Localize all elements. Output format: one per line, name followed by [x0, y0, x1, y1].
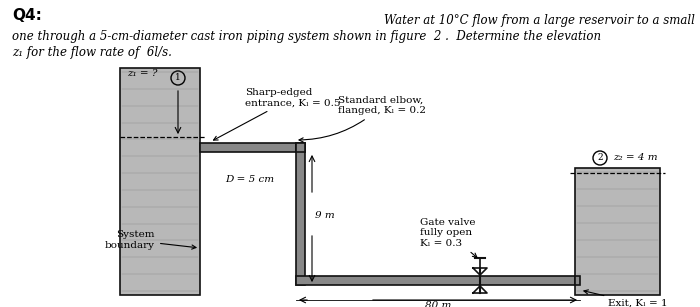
Text: D = 5 cm: D = 5 cm	[225, 176, 274, 185]
Bar	[296, 276, 580, 285]
Text: one through a 5-cm-diameter cast iron piping system shown in figure  2 .  Determ: one through a 5-cm-diameter cast iron pi…	[12, 30, 601, 43]
Text: 80 m: 80 m	[425, 301, 452, 307]
Text: z₂ = 4 m: z₂ = 4 m	[613, 153, 657, 161]
Text: 2: 2	[597, 154, 603, 162]
Text: Water at 10°C flow from a large reservoir to a small: Water at 10°C flow from a large reservoi…	[384, 14, 695, 27]
Text: 9 m: 9 m	[315, 211, 335, 220]
Text: Standard elbow,
flanged, Kₗ = 0.2: Standard elbow, flanged, Kₗ = 0.2	[299, 96, 426, 142]
Bar	[575, 276, 580, 285]
Text: Exit, Kₗ = 1: Exit, Kₗ = 1	[584, 290, 668, 307]
Bar	[575, 168, 660, 295]
Text: Sharp-edged
entrance, Kₗ = 0.5: Sharp-edged entrance, Kₗ = 0.5	[214, 88, 340, 140]
Bar	[120, 68, 200, 295]
Text: Q4:: Q4:	[12, 8, 42, 23]
Bar	[200, 143, 305, 152]
Bar	[296, 143, 305, 152]
Bar	[296, 143, 305, 285]
Text: z₁ = ?: z₁ = ?	[127, 69, 158, 78]
Text: z₁ for the flow rate of  6l/s.: z₁ for the flow rate of 6l/s.	[12, 46, 172, 59]
Text: System
boundary: System boundary	[105, 230, 196, 250]
Text: Gate valve
fully open
Kₗ = 0.3: Gate valve fully open Kₗ = 0.3	[420, 218, 477, 257]
Text: 1: 1	[175, 73, 181, 83]
